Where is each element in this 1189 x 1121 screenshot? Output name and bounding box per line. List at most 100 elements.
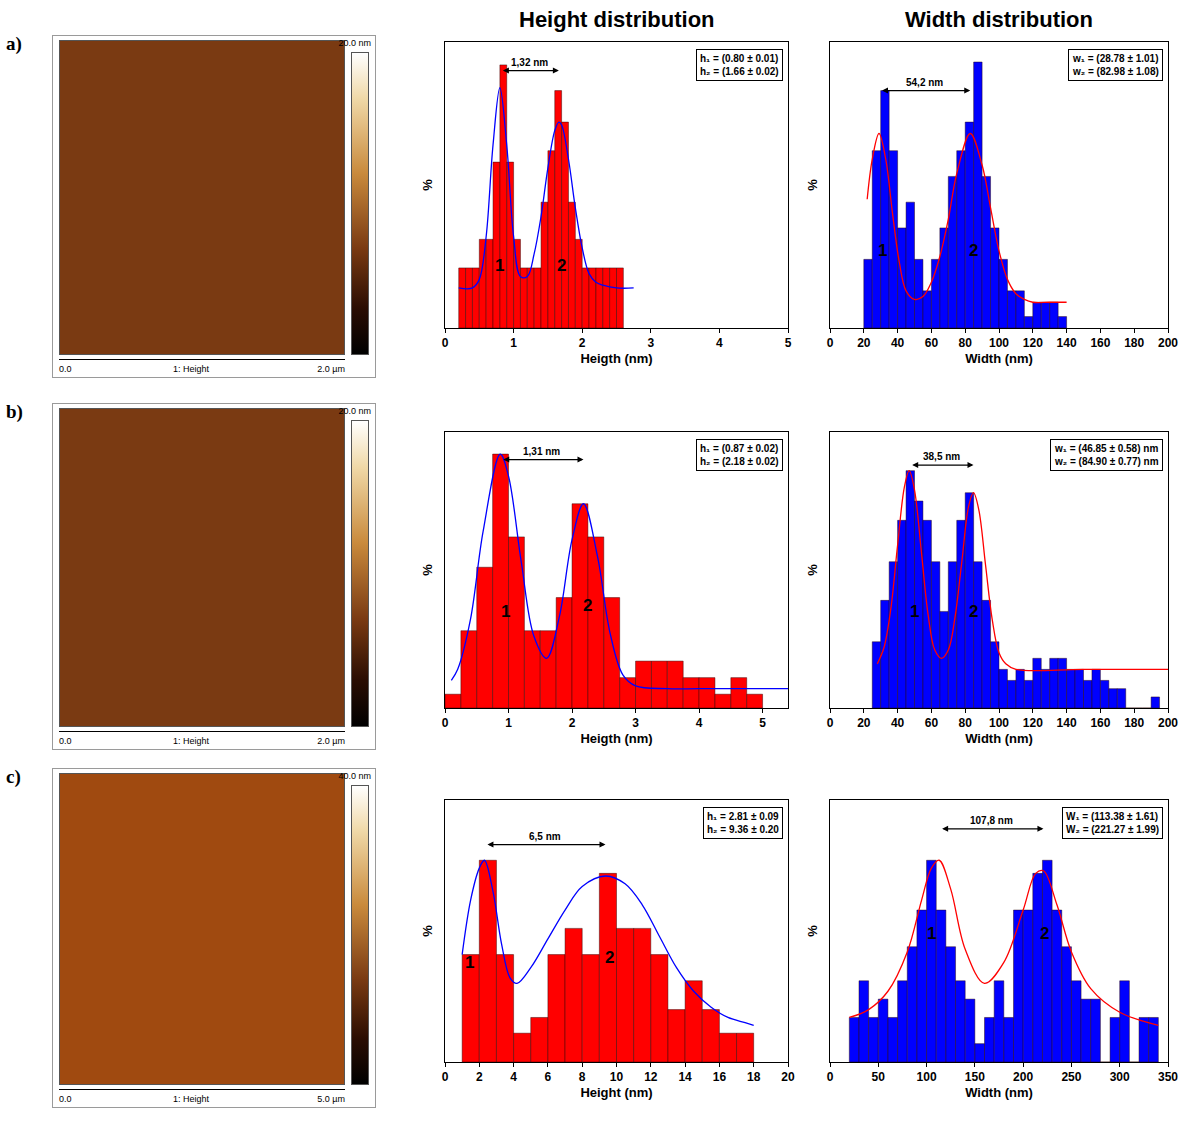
svg-text:10: 10 xyxy=(610,1070,624,1084)
svg-text:60: 60 xyxy=(925,716,939,730)
svg-text:%: % xyxy=(420,179,435,191)
svg-text:300: 300 xyxy=(1110,1070,1130,1084)
svg-text:2: 2 xyxy=(569,716,576,730)
svg-text:120: 120 xyxy=(1023,716,1043,730)
svg-text:160: 160 xyxy=(1090,716,1110,730)
svg-text:Width distribution: Width distribution xyxy=(905,7,1093,32)
svg-text:20: 20 xyxy=(781,1070,795,1084)
svg-text:180: 180 xyxy=(1124,336,1144,350)
svg-text:140: 140 xyxy=(1057,716,1077,730)
svg-text:h₁ = 2.81 ± 0.09h₂ = 9.36 ± 0.: h₁ = 2.81 ± 0.09h₂ = 9.36 ± 0.20 xyxy=(707,811,779,835)
svg-text:1: 1 xyxy=(927,924,936,943)
svg-text:Width (nm): Width (nm) xyxy=(965,731,1033,746)
svg-text:Width (nm): Width (nm) xyxy=(965,1085,1033,1100)
svg-text:16: 16 xyxy=(713,1070,727,1084)
svg-text:0: 0 xyxy=(827,1070,834,1084)
svg-text:20: 20 xyxy=(857,336,871,350)
svg-text:120: 120 xyxy=(1023,336,1043,350)
svg-text:38,5 nm: 38,5 nm xyxy=(923,451,960,462)
svg-text:1: 1 xyxy=(495,256,504,275)
svg-text:50: 50 xyxy=(872,1070,886,1084)
svg-text:160: 160 xyxy=(1090,336,1110,350)
html-text:c): c) xyxy=(6,766,21,787)
svg-text:%: % xyxy=(805,564,820,576)
svg-text:Height distribution: Height distribution xyxy=(519,7,715,32)
svg-text:20: 20 xyxy=(857,716,871,730)
svg-text:6: 6 xyxy=(545,1070,552,1084)
svg-text:2: 2 xyxy=(1040,924,1049,943)
html-text:b): b) xyxy=(6,401,23,422)
svg-text:107,8 nm: 107,8 nm xyxy=(970,815,1013,826)
svg-text:1: 1 xyxy=(465,953,474,972)
svg-text:2: 2 xyxy=(583,596,592,615)
svg-text:%: % xyxy=(805,179,820,191)
html-text:20.0 nm: 20.0 nm xyxy=(338,406,371,416)
svg-text:2: 2 xyxy=(579,336,586,350)
svg-text:2: 2 xyxy=(476,1070,483,1084)
svg-text:18: 18 xyxy=(747,1070,761,1084)
svg-text:2: 2 xyxy=(969,602,978,621)
svg-text:200: 200 xyxy=(1158,716,1178,730)
svg-text:200: 200 xyxy=(1158,336,1178,350)
svg-text:2: 2 xyxy=(605,948,614,967)
svg-text:4: 4 xyxy=(510,1070,517,1084)
svg-text:54,2 nm: 54,2 nm xyxy=(906,77,943,88)
svg-text:40: 40 xyxy=(891,716,905,730)
svg-text:150: 150 xyxy=(965,1070,985,1084)
svg-text:60: 60 xyxy=(925,336,939,350)
svg-text:h₁ = (0.87 ± 0.02)h₂ = (2.18 ±: h₁ = (0.87 ± 0.02)h₂ = (2.18 ± 0.02) xyxy=(700,443,779,467)
svg-text:w₁ = (28.78 ± 1.01)w₂ = (82.98: w₁ = (28.78 ± 1.01)w₂ = (82.98 ± 1.08) xyxy=(1072,53,1159,77)
svg-text:Width (nm): Width (nm) xyxy=(965,351,1033,366)
svg-text:140: 140 xyxy=(1057,336,1077,350)
svg-text:w₁ = (46.85 ± 0.58) nmw₂ = (84: w₁ = (46.85 ± 0.58) nmw₂ = (84.90 ± 0.77… xyxy=(1054,443,1159,467)
svg-text:%: % xyxy=(805,925,820,937)
svg-text:40: 40 xyxy=(891,336,905,350)
html-text:0.0: 0.0 xyxy=(59,364,72,374)
svg-text:250: 250 xyxy=(1061,1070,1081,1084)
svg-text:0: 0 xyxy=(442,336,449,350)
svg-text:%: % xyxy=(420,925,435,937)
svg-text:14: 14 xyxy=(678,1070,692,1084)
svg-text:%: % xyxy=(420,564,435,576)
svg-text:1: 1 xyxy=(505,716,512,730)
svg-text:12: 12 xyxy=(644,1070,658,1084)
svg-text:0: 0 xyxy=(442,1070,449,1084)
svg-text:h₁ = (0.80 ± 0.01)h₂ = (1.66 ±: h₁ = (0.80 ± 0.01)h₂ = (1.66 ± 0.02) xyxy=(700,53,779,77)
svg-text:0: 0 xyxy=(442,716,449,730)
svg-text:4: 4 xyxy=(696,716,703,730)
svg-text:2: 2 xyxy=(969,241,978,260)
svg-text:100: 100 xyxy=(989,336,1009,350)
svg-text:80: 80 xyxy=(959,336,973,350)
svg-text:350: 350 xyxy=(1158,1070,1178,1084)
svg-text:1: 1 xyxy=(501,602,510,621)
svg-text:8: 8 xyxy=(579,1070,586,1084)
svg-text:1: 1 xyxy=(878,241,887,260)
html-text:2.0 µm: 2.0 µm xyxy=(317,364,345,374)
svg-text:1: 1 xyxy=(910,602,919,621)
svg-text:3: 3 xyxy=(647,336,654,350)
html-text:0.0: 0.0 xyxy=(59,736,72,746)
svg-text:0: 0 xyxy=(827,336,834,350)
html-text:20.0 nm: 20.0 nm xyxy=(338,38,371,48)
svg-text:Heigth (nm): Heigth (nm) xyxy=(580,351,652,366)
svg-text:200: 200 xyxy=(1013,1070,1033,1084)
svg-text:5: 5 xyxy=(759,716,766,730)
svg-text:5: 5 xyxy=(785,336,792,350)
svg-text:2: 2 xyxy=(557,256,566,275)
svg-text:80: 80 xyxy=(959,716,973,730)
svg-text:180: 180 xyxy=(1124,716,1144,730)
svg-text:Height (nm): Height (nm) xyxy=(580,1085,652,1100)
svg-text:1,32 nm: 1,32 nm xyxy=(511,57,548,68)
svg-text:1,31 nm: 1,31 nm xyxy=(523,446,560,457)
svg-text:4: 4 xyxy=(716,336,723,350)
html-text:a): a) xyxy=(6,33,22,54)
html-text:1: Height: 1: Height xyxy=(173,364,209,374)
svg-text:0: 0 xyxy=(827,716,834,730)
svg-text:W₁ = (113.38 ± 1.61)W₂ = (221.: W₁ = (113.38 ± 1.61)W₂ = (221.27 ± 1.99) xyxy=(1066,811,1159,835)
svg-text:100: 100 xyxy=(917,1070,937,1084)
svg-text:100: 100 xyxy=(989,716,1009,730)
svg-text:3: 3 xyxy=(632,716,639,730)
svg-text:6,5 nm: 6,5 nm xyxy=(529,831,561,842)
svg-text:1: 1 xyxy=(510,336,517,350)
svg-text:Heigth (nm): Heigth (nm) xyxy=(580,731,652,746)
